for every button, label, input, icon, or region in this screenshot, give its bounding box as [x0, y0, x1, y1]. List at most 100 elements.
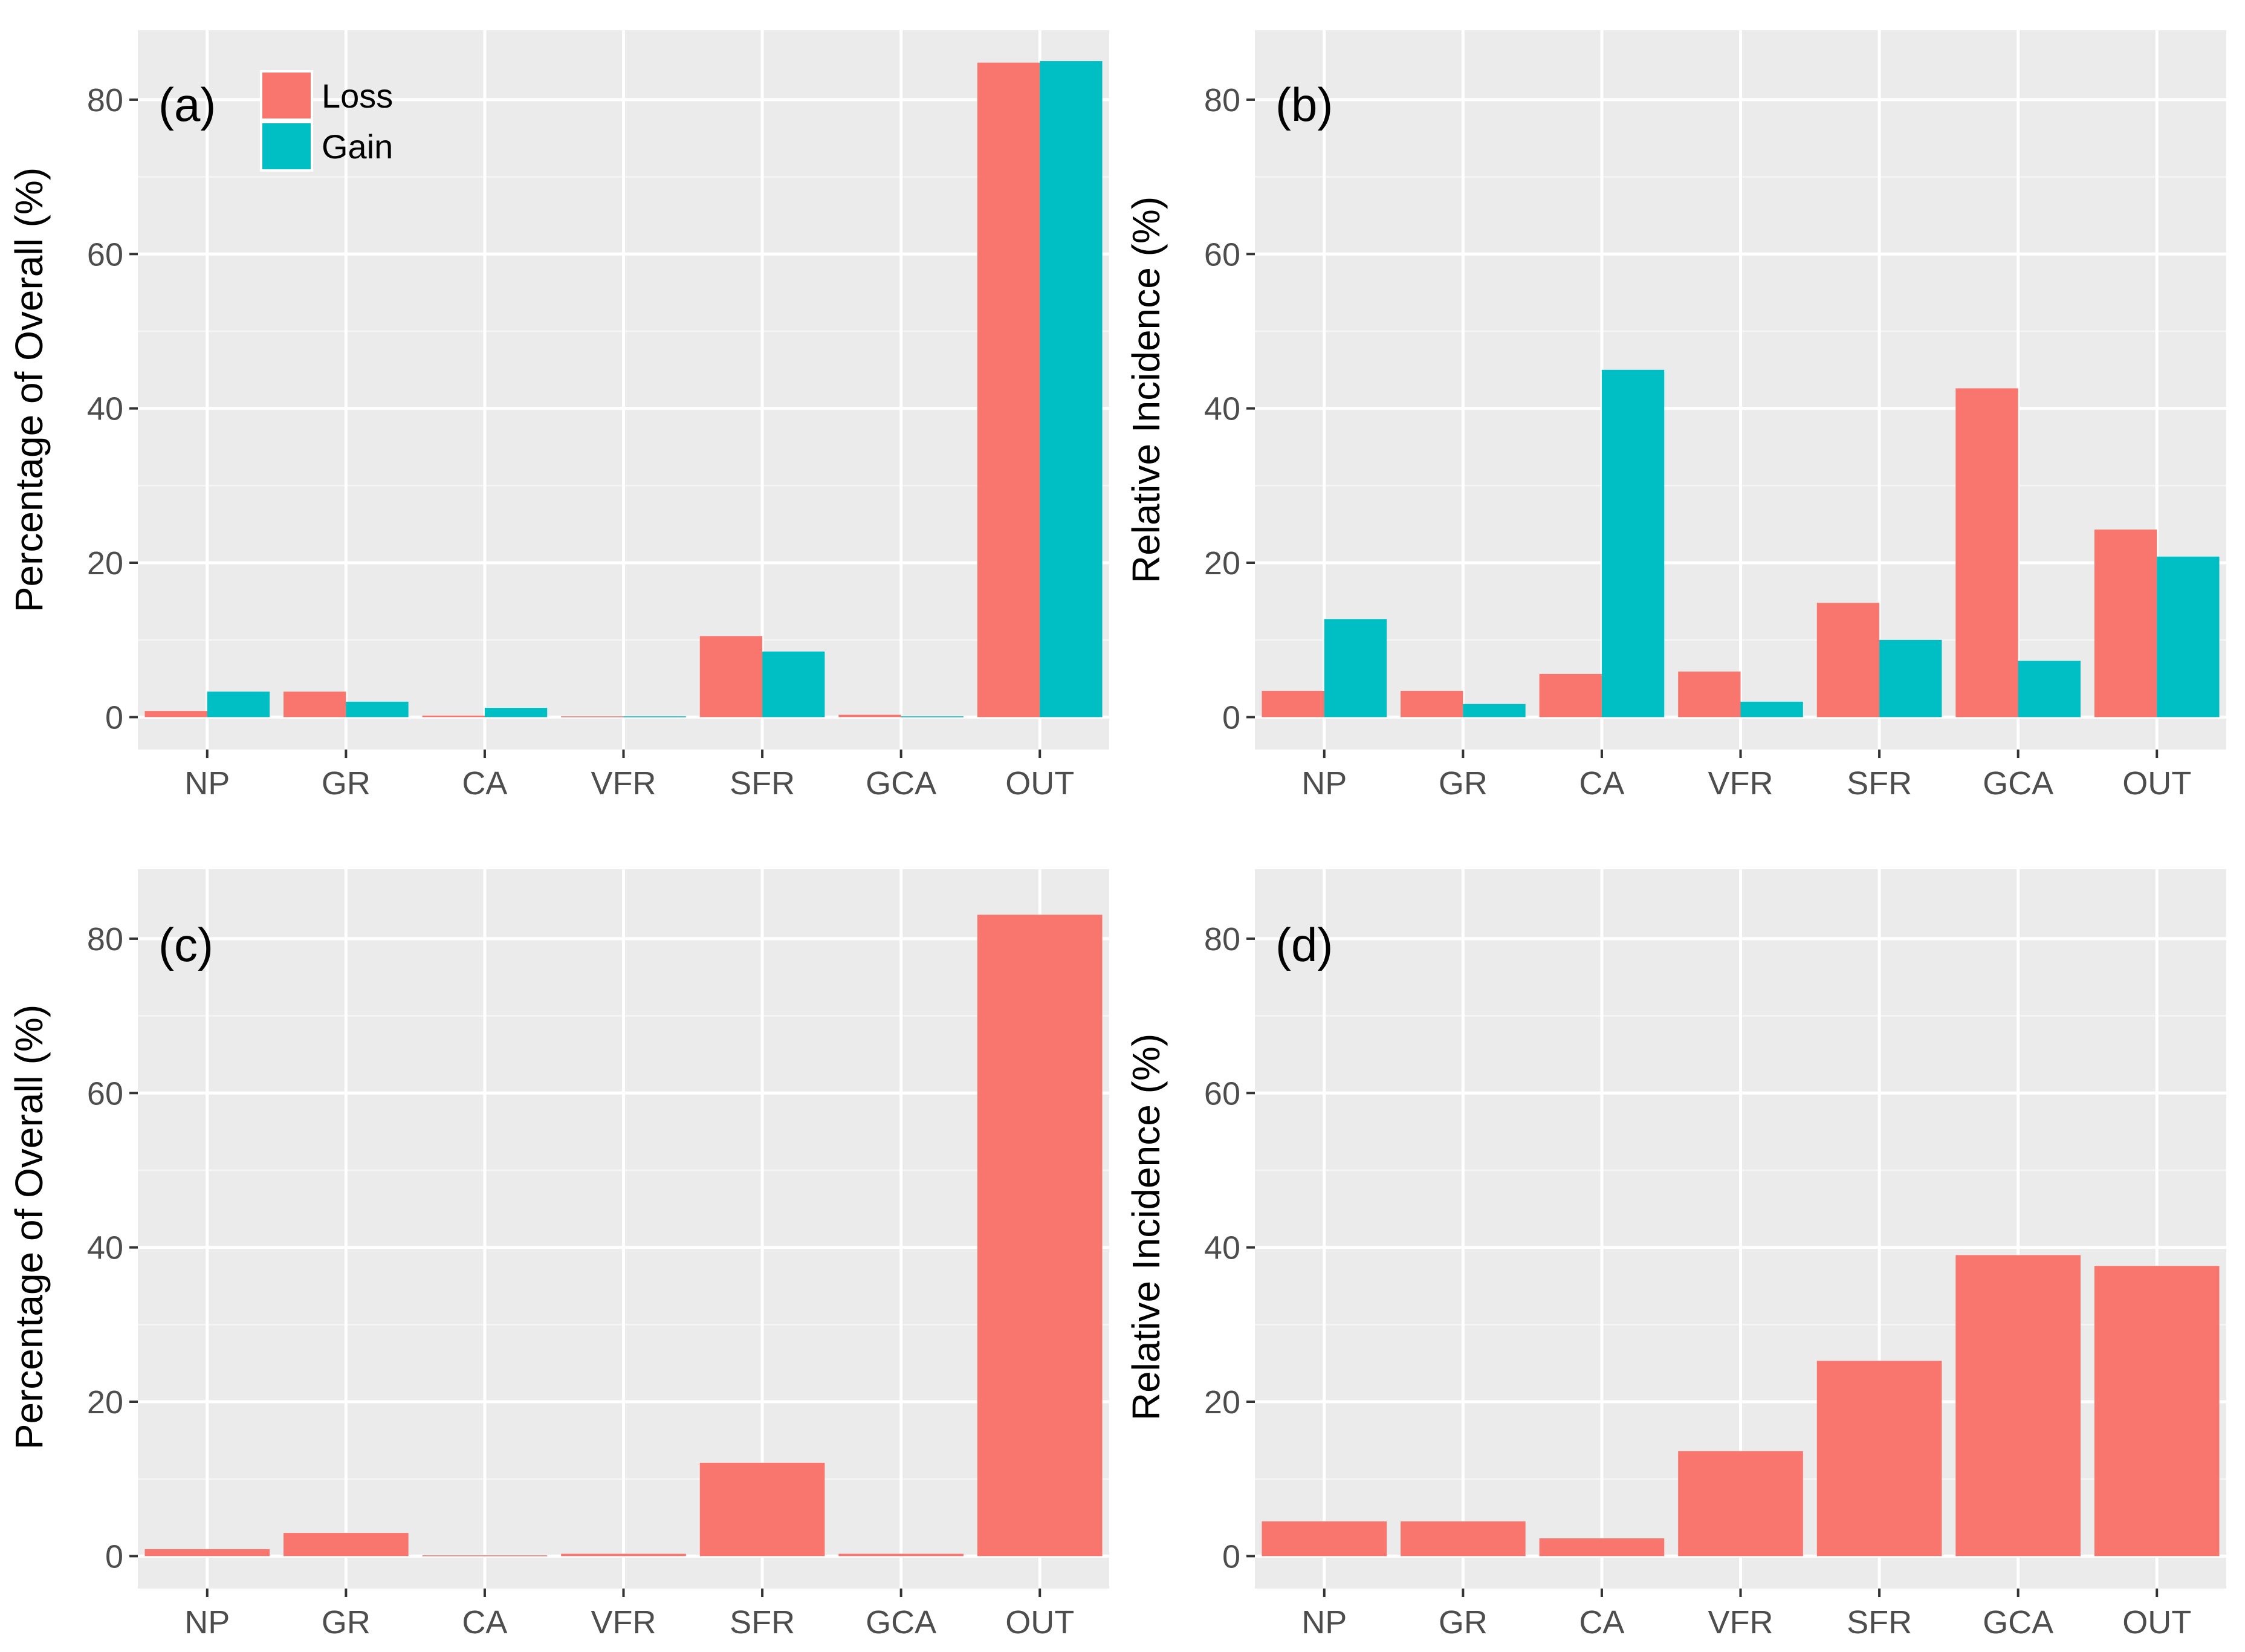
x-tick-label-gr: GR — [322, 1604, 371, 1641]
bar-loss-gr — [283, 1533, 409, 1556]
bar-gain-ca — [484, 708, 548, 717]
y-tick-label: 40 — [1204, 391, 1240, 427]
legend-swatch-gain — [260, 121, 313, 172]
x-tick-label-vfr: VFR — [1708, 1604, 1774, 1641]
x-tick-label-vfr: VFR — [591, 765, 656, 802]
bar-gain-vfr — [1740, 701, 1803, 717]
bar-loss-gca — [1955, 388, 2018, 717]
bar-loss-ca — [1539, 1538, 1665, 1556]
y-tick-label: 80 — [1204, 921, 1240, 957]
x-tick-label-gca: GCA — [866, 1604, 936, 1641]
y-tick-label: 60 — [87, 236, 123, 273]
y-tick-label: 40 — [87, 1230, 123, 1266]
y-tick-label: 80 — [87, 921, 123, 957]
x-tick-label-np: NP — [1301, 765, 1347, 802]
y-tick-label: 0 — [105, 1538, 123, 1575]
x-tick-label-ca: CA — [462, 765, 507, 802]
x-tick-label-out: OUT — [2122, 765, 2191, 802]
bar-loss-sfr — [699, 1462, 825, 1556]
x-tick-label-np: NP — [184, 1604, 230, 1641]
y-tick-label: 20 — [1204, 545, 1240, 581]
bar-gain-gca — [901, 716, 964, 717]
x-tick-label-gca: GCA — [866, 765, 936, 802]
bar-loss-vfr — [561, 716, 624, 717]
panel-tag: (d) — [1275, 918, 1333, 971]
bar-loss-gr — [1401, 1521, 1526, 1556]
bar-loss-ca — [422, 715, 485, 717]
y-tick-label: 40 — [87, 391, 123, 427]
bar-loss-vfr — [1678, 672, 1741, 717]
y-axis-title: Relative Incidence (%) — [1124, 1034, 1168, 1420]
bar-loss-gca — [838, 1553, 964, 1556]
y-tick-label: 40 — [1204, 1230, 1240, 1266]
x-tick-label-vfr: VFR — [1708, 765, 1774, 802]
bar-gain-gca — [2018, 661, 2081, 717]
x-tick-label-gr: GR — [1439, 765, 1488, 802]
x-tick-label-ca: CA — [1579, 765, 1624, 802]
x-tick-label-sfr: SFR — [1847, 1604, 1912, 1641]
bar-loss-out — [977, 915, 1103, 1556]
bar-gain-sfr — [1879, 640, 1942, 717]
bar-loss-np — [144, 1549, 270, 1556]
x-tick-label-gca: GCA — [1983, 1604, 2053, 1641]
bar-loss-ca — [422, 1555, 548, 1556]
x-tick-label-ca: CA — [1579, 1604, 1624, 1641]
y-tick-label: 60 — [1204, 236, 1240, 273]
panel-a: 0 20 40 60 80 NP GR CA VFR SFR GCA OUT Percentage of… — [7, 30, 1109, 802]
bar-loss-gca — [838, 714, 901, 717]
panel-tag: (a) — [158, 78, 216, 131]
x-tick-label-gca: GCA — [1983, 765, 2053, 802]
panel-tag: (b) — [1275, 78, 1333, 131]
bar-gain-np — [1324, 619, 1387, 717]
bar-gain-out — [2157, 556, 2220, 717]
bar-loss-vfr — [1678, 1451, 1803, 1556]
x-tick-label-out: OUT — [2122, 1604, 2191, 1641]
y-tick-label: 60 — [87, 1075, 123, 1112]
y-tick-label: 0 — [1222, 699, 1240, 736]
x-tick-label-vfr: VFR — [591, 1604, 656, 1641]
y-axis-title: Percentage of Overall (%) — [7, 1005, 51, 1450]
y-tick-label: 80 — [1204, 82, 1240, 118]
panel-b: 0 20 40 60 80 NP GR CA VFR SFR GCA OUT Relative Inci… — [1124, 30, 2226, 802]
legend: Loss Gain — [260, 70, 393, 172]
bar-gain-gr — [1463, 704, 1526, 717]
y-tick-label: 0 — [105, 699, 123, 736]
bar-loss-gca — [1955, 1255, 2081, 1556]
x-tick-label-sfr: SFR — [1847, 765, 1912, 802]
legend-label-loss: Loss — [322, 77, 393, 115]
bar-loss-sfr — [699, 636, 763, 717]
y-tick-label: 0 — [1222, 1538, 1240, 1575]
y-tick-label: 20 — [1204, 1384, 1240, 1420]
y-axis-title: Relative Incidence (%) — [1124, 196, 1168, 583]
bar-loss-sfr — [1816, 1361, 1942, 1556]
x-tick-label-ca: CA — [462, 1604, 507, 1641]
x-tick-label-gr: GR — [322, 765, 371, 802]
bar-gain-ca — [1601, 369, 1665, 717]
x-tick-label-sfr: SFR — [730, 1604, 795, 1641]
x-tick-label-out: OUT — [1005, 765, 1074, 802]
legend-label-gain: Gain — [322, 128, 393, 166]
bar-loss-np — [1262, 1521, 1387, 1556]
x-tick-label-sfr: SFR — [730, 765, 795, 802]
bar-loss-out — [2094, 1266, 2220, 1556]
bar-gain-vfr — [623, 716, 686, 717]
bar-gain-sfr — [762, 651, 825, 717]
bar-loss-sfr — [1816, 603, 1880, 717]
panel-d: 0 20 40 60 80 NP GR CA VFR SFR GCA OUT Relative Inci… — [1124, 869, 2226, 1641]
panel-c: 0 20 40 60 80 NP GR CA VFR SFR GCA OUT Percentage of… — [7, 869, 1109, 1641]
bar-loss-gr — [1401, 690, 1463, 717]
x-tick-label-np: NP — [1301, 1604, 1347, 1641]
y-tick-label: 20 — [87, 1384, 123, 1420]
legend-swatch-loss — [260, 70, 313, 121]
bar-gain-np — [207, 692, 270, 717]
y-tick-label: 20 — [87, 545, 123, 581]
bar-loss-np — [144, 711, 207, 717]
bar-gain-out — [1040, 61, 1103, 717]
x-tick-label-gr: GR — [1439, 1604, 1488, 1641]
bar-loss-out — [977, 62, 1040, 717]
x-tick-label-np: NP — [184, 765, 230, 802]
y-tick-label: 80 — [87, 82, 123, 118]
bar-loss-np — [1262, 690, 1324, 717]
bar-loss-gr — [283, 692, 346, 717]
